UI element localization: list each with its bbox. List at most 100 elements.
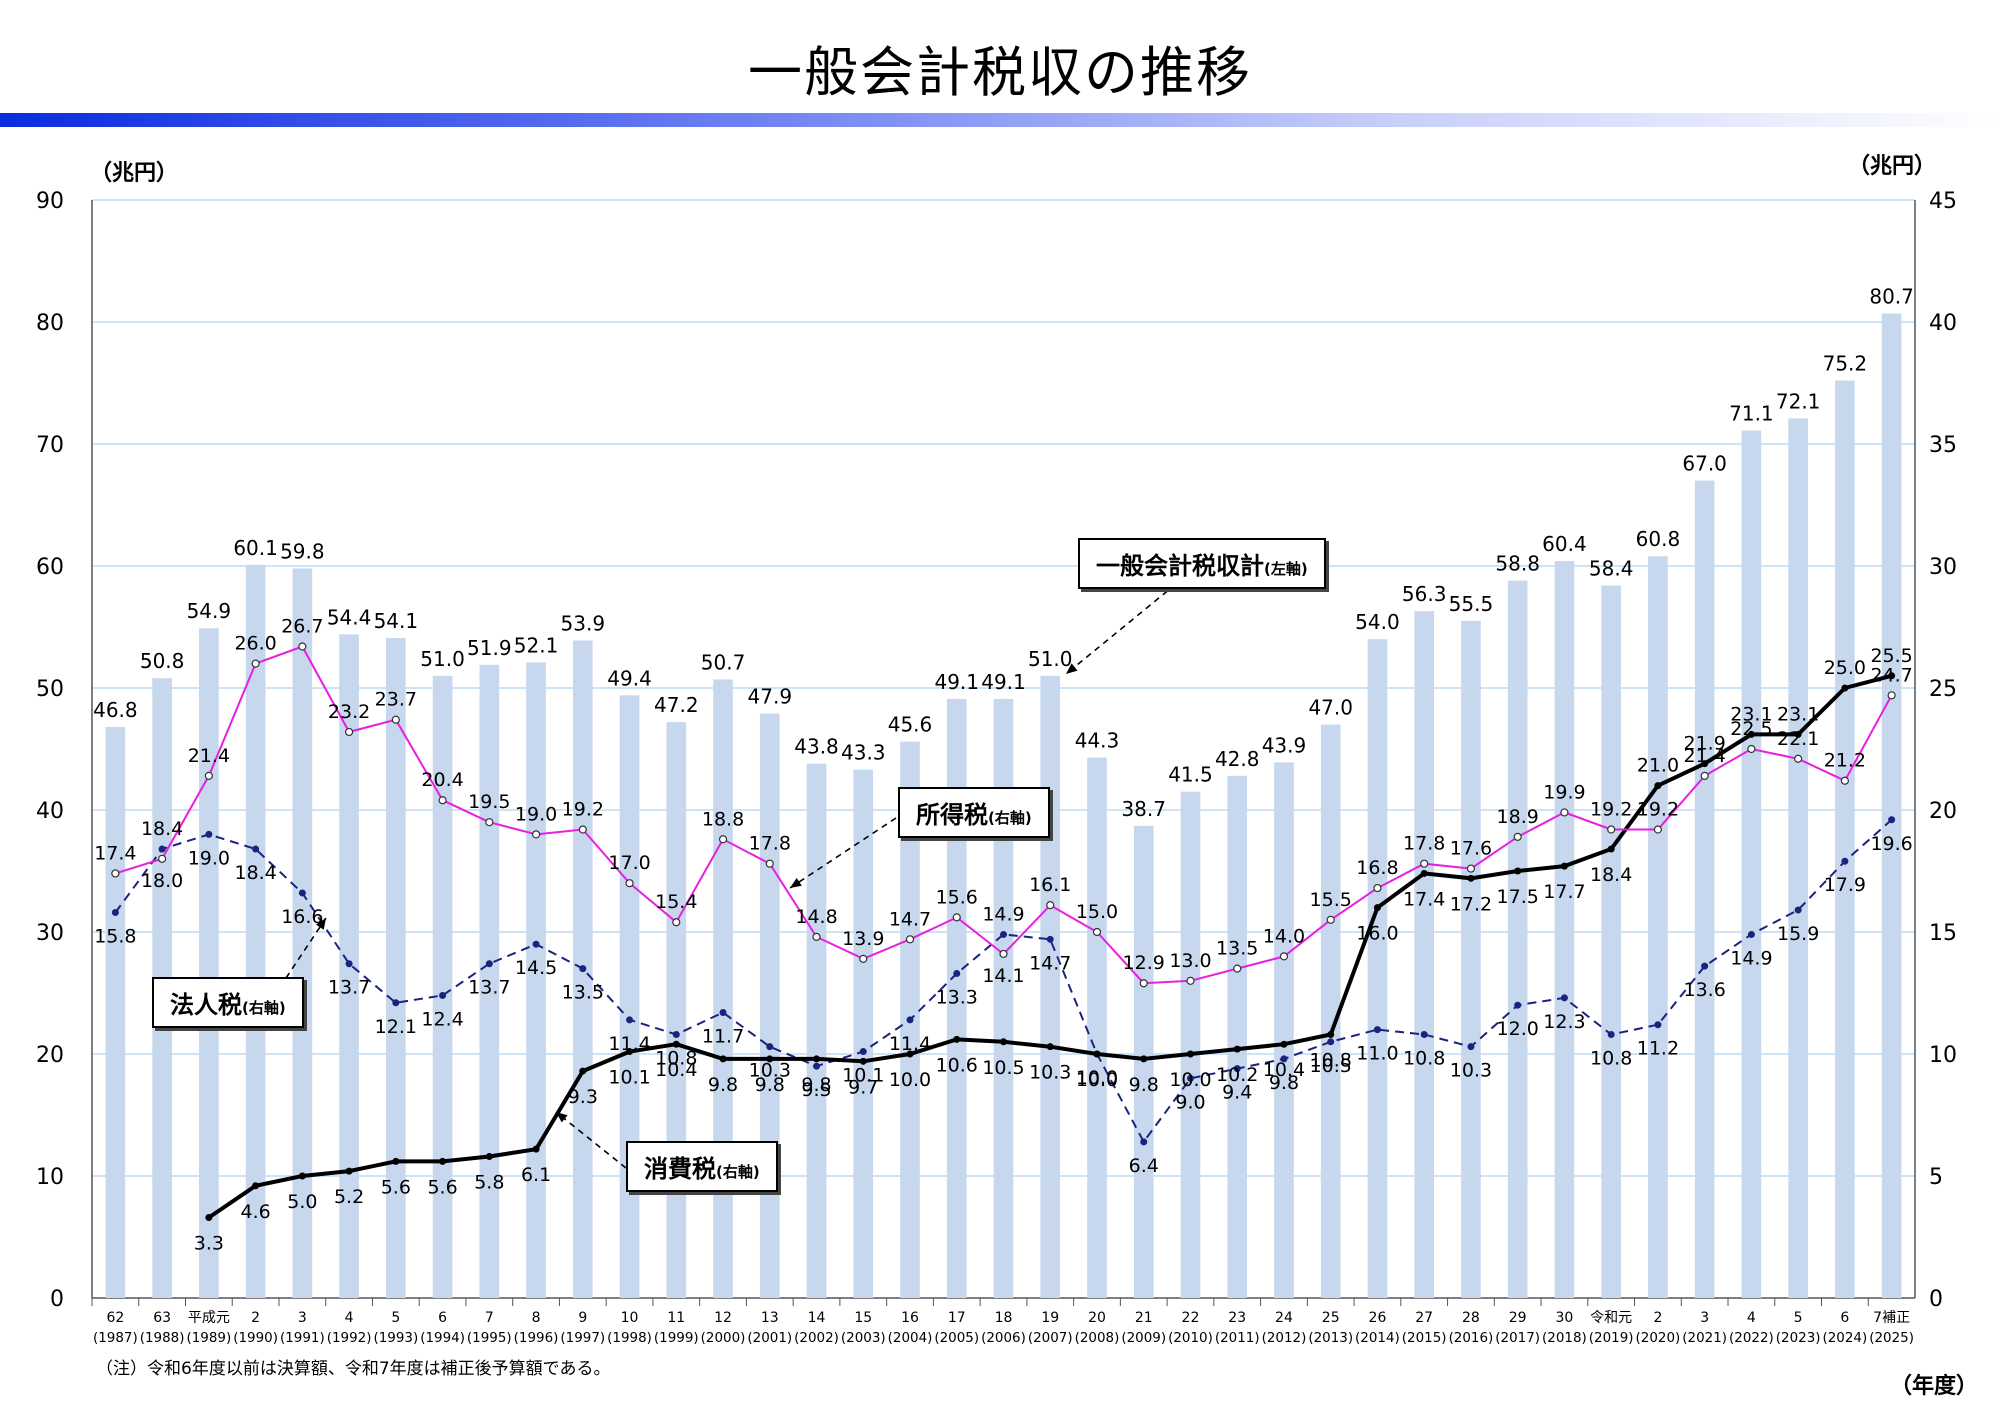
x-tick-label: 11 [667, 1310, 685, 1326]
income-tax-value-label: 15.4 [655, 891, 697, 913]
x-tick-year: (2023) [1776, 1331, 1821, 1346]
income-tax-value-label: 16.8 [1356, 857, 1398, 879]
corporate-tax-point [579, 965, 587, 973]
corporate-tax-point [1373, 1026, 1381, 1034]
bar-value-label: 71.1 [1729, 402, 1774, 426]
consumption-tax-point [719, 1055, 727, 1063]
right-tick-label: 5 [1929, 1165, 1943, 1190]
corporate-tax-value-label: 9.8 [1269, 1072, 1299, 1094]
consumption-tax-value-label: 5.8 [474, 1171, 504, 1193]
bar-total [1788, 418, 1808, 1298]
consumption-tax-value-label: 17.5 [1497, 886, 1539, 908]
corporate-tax-point [345, 960, 353, 968]
bar-total [1648, 556, 1668, 1298]
bar-value-label: 51.9 [467, 636, 512, 660]
consumption-tax-value-label: 23.1 [1777, 703, 1819, 725]
x-tick-label: 26 [1369, 1310, 1387, 1326]
income-tax-value-label: 19.5 [468, 791, 510, 813]
consumption-tax-point [953, 1035, 961, 1043]
consumption-tax-value-label: 10.4 [655, 1059, 697, 1081]
bar-value-label: 43.9 [1262, 733, 1307, 757]
income-tax-value-label: 26.7 [281, 616, 323, 638]
x-tick-year: (2024) [1823, 1331, 1868, 1346]
x-tick-label: 63 [153, 1310, 171, 1326]
consumption-tax-point [1327, 1030, 1335, 1038]
corporate-tax-line [114, 819, 1893, 1144]
consumption-tax-value-label: 17.4 [1403, 888, 1445, 910]
x-tick-label: 13 [761, 1310, 779, 1326]
bar-value-label: 42.8 [1215, 747, 1260, 771]
bar-value-label: 75.2 [1823, 352, 1868, 376]
left-tick-label: 50 [36, 677, 64, 702]
consumption-tax-value-label: 21.9 [1683, 733, 1725, 755]
x-tick-label: 7 [485, 1310, 494, 1326]
left-tick-label: 30 [36, 921, 64, 946]
income-tax-point [438, 796, 447, 805]
consumption-tax-value-label: 5.6 [427, 1176, 457, 1198]
bar-value-label: 54.4 [327, 605, 372, 629]
corporate-tax-point [439, 991, 447, 999]
income-tax-point [1794, 754, 1803, 763]
corporate-tax-point [1000, 930, 1007, 938]
income-tax-point [158, 854, 167, 863]
bar-value-label: 59.8 [280, 539, 325, 563]
corporate-tax-point [298, 889, 306, 897]
income-tax-point [905, 935, 915, 944]
consumption-tax-value-label: 10.2 [1216, 1064, 1258, 1086]
corporate-tax-value-label: 14.9 [1730, 947, 1772, 969]
legend-total: 一般会計税収計(左軸) [1078, 538, 1326, 589]
income-tax-value-label: 21.2 [1824, 750, 1866, 772]
bar-total [1040, 675, 1061, 1298]
corporate-tax-value-label: 12.0 [1497, 1018, 1539, 1040]
consumption-tax-point [1373, 904, 1381, 912]
x-tick-label: 5 [1794, 1310, 1803, 1326]
x-tick-year: (2012) [1262, 1331, 1307, 1346]
consumption-tax-value-label: 16.0 [1356, 923, 1398, 945]
x-tick-year: (2021) [1682, 1331, 1727, 1346]
legend-corporate-name: 法人税 [170, 991, 242, 1019]
corporate-tax-value-label: 12.1 [375, 1016, 417, 1038]
right-tick-label: 25 [1929, 677, 1957, 702]
legend-total-leader [1065, 583, 1177, 675]
income-tax-point [485, 818, 494, 827]
x-tick-year: (2019) [1589, 1331, 1634, 1346]
legend-income-name: 所得税 [916, 801, 988, 829]
right-tick-label: 0 [1929, 1287, 1943, 1312]
income-tax-point [672, 918, 681, 927]
consumption-tax-point [1186, 1050, 1194, 1058]
income-tax-point [344, 727, 354, 737]
consumption-tax-value-label: 10.4 [1263, 1059, 1305, 1081]
x-tick-label: 20 [1088, 1310, 1106, 1326]
corporate-tax-point [1140, 1138, 1148, 1146]
x-tick-year: (2006) [981, 1331, 1026, 1346]
consumption-tax-point [766, 1055, 774, 1063]
x-tick-label: 12 [714, 1310, 732, 1326]
bar-total [1741, 430, 1762, 1299]
bar-total [713, 679, 733, 1298]
corporate-tax-value-label: 15.8 [94, 925, 136, 947]
income-tax-value-label: 24.7 [1870, 664, 1912, 686]
income-tax-point [1046, 901, 1055, 910]
income-tax-point [531, 830, 541, 839]
bar-total [1180, 791, 1201, 1298]
income-tax-point [251, 659, 260, 668]
x-tick-label: 30 [1556, 1310, 1574, 1326]
bar-total [1227, 775, 1248, 1298]
x-tick-label: 6 [438, 1310, 447, 1326]
corporate-tax-point [813, 1062, 821, 1070]
consumption-tax-value-label: 3.3 [194, 1232, 224, 1254]
corporate-tax-point [1701, 962, 1709, 970]
bar-value-label: 43.3 [841, 741, 886, 765]
income-tax-point [765, 859, 774, 868]
corporate-tax-point [1654, 1021, 1662, 1029]
corporate-tax-point [1046, 935, 1054, 943]
corporate-tax-point [766, 1043, 774, 1051]
consumption-tax-point [205, 1213, 213, 1221]
corporate-tax-value-label: 18.4 [141, 818, 183, 840]
x-tick-label: 3 [1700, 1310, 1709, 1326]
x-tick-label: 19 [1041, 1310, 1059, 1326]
income-tax-value-label: 21.4 [1683, 745, 1725, 767]
corporate-tax-value-label: 10.8 [655, 1047, 697, 1069]
bar-value-label: 50.8 [140, 649, 185, 673]
bar-total [432, 675, 453, 1298]
